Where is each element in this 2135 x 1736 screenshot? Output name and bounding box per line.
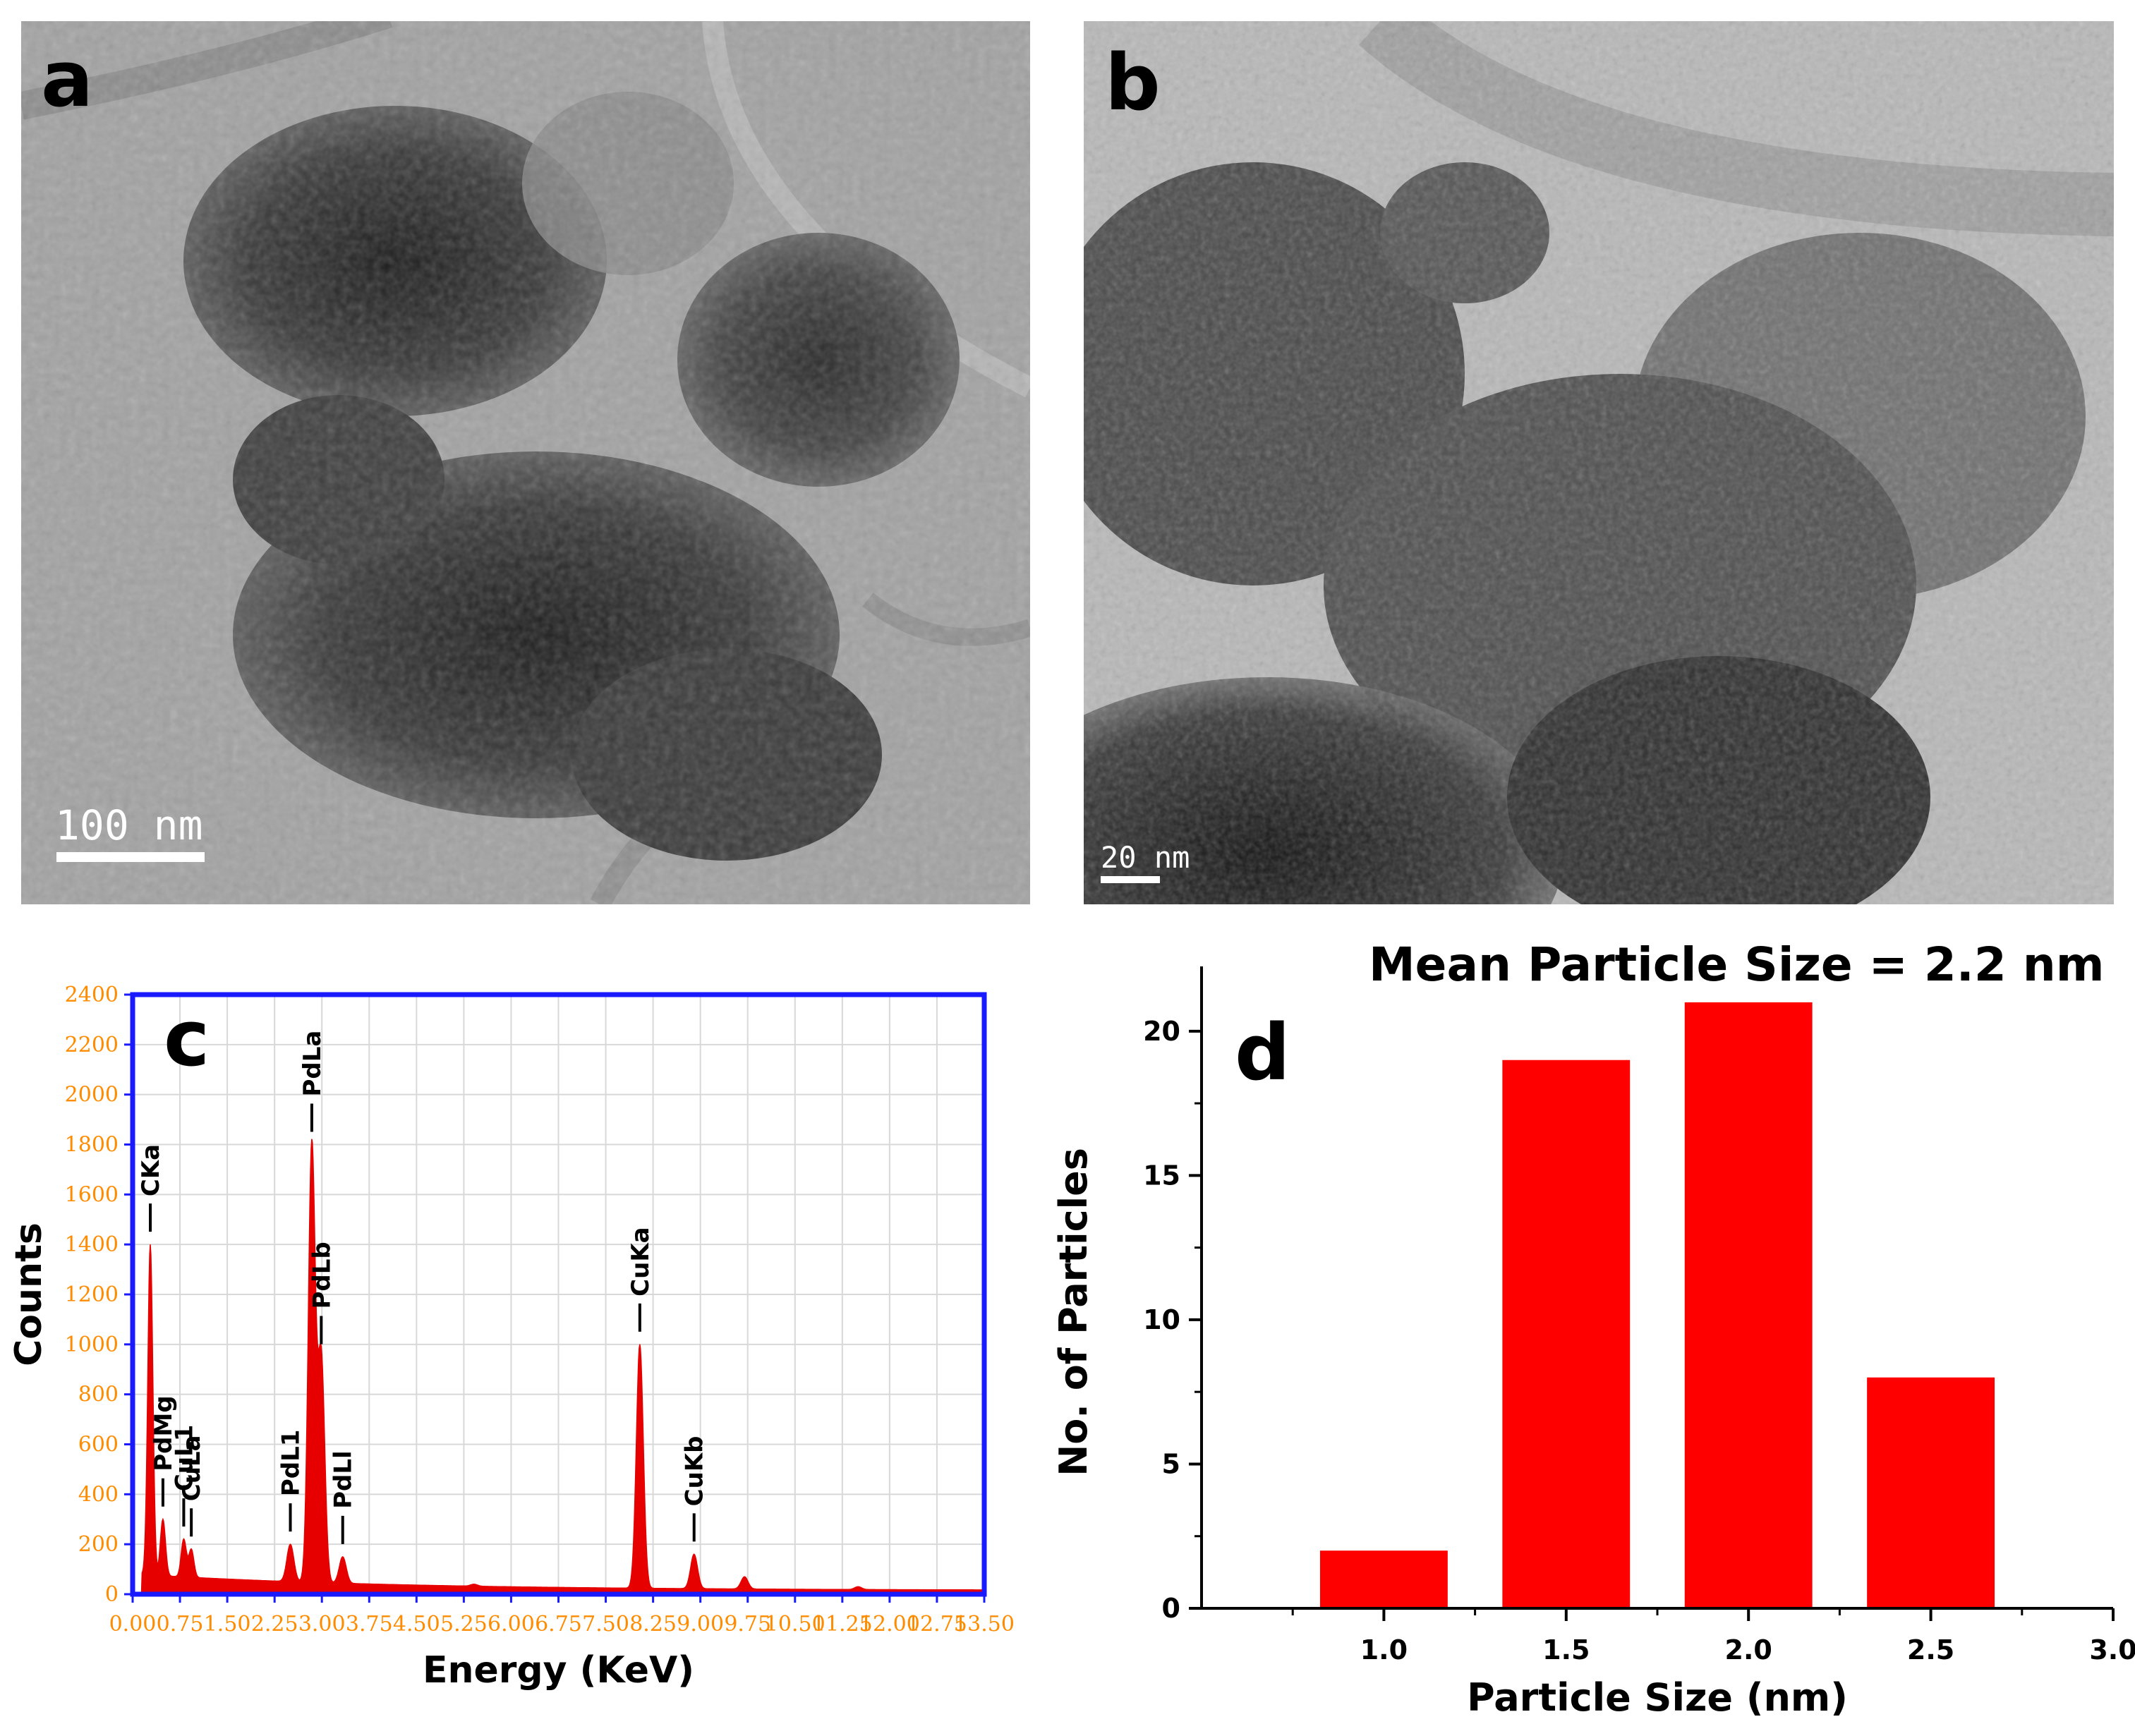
y-axis-label: No. of Particles <box>1051 1148 1096 1476</box>
peak-label: PdLa <box>298 1031 327 1097</box>
x-tick-label: 0.75 <box>157 1612 204 1637</box>
peak-label: PdMg <box>150 1395 178 1471</box>
x-tick-label: 2.25 <box>251 1612 298 1637</box>
panel-label-a: a <box>41 34 93 124</box>
histogram-bar <box>1867 1377 1995 1608</box>
y-tick-label: 1400 <box>65 1232 119 1257</box>
scale-bar-label: 100 nm <box>55 801 203 849</box>
x-tick-label: 3.0 <box>2089 1634 2135 1665</box>
y-tick-label: 2000 <box>65 1083 119 1107</box>
x-axis-label: Energy (KeV) <box>423 1649 694 1692</box>
x-tick-label: 1.50 <box>204 1612 251 1637</box>
y-tick-label: 20 <box>1143 1016 1180 1047</box>
x-tick-label: 3.75 <box>346 1612 393 1637</box>
tem-image-b: b 20 nm <box>1084 21 2114 904</box>
y-tick-label: 400 <box>78 1482 119 1507</box>
peak-label: PdLl <box>329 1450 358 1509</box>
peak-label: CuL1 <box>170 1425 198 1491</box>
x-tick-label: 4.50 <box>393 1612 440 1637</box>
y-tick-label: 2200 <box>65 1033 119 1057</box>
x-tick-label: 6.00 <box>488 1612 535 1637</box>
peak-label: CuKb <box>681 1435 709 1506</box>
peak-label: CKa <box>137 1144 165 1196</box>
eds-spectrum-panel: CKa PdMg CuL1 CuLa PdL1 PdLa PdLb PdLl CuKa CuKb … <box>0 938 1044 1736</box>
peak-label: PdL1 <box>277 1430 306 1497</box>
x-tick-label: 3.00 <box>298 1612 346 1637</box>
peak-label: CuKa <box>627 1227 655 1296</box>
x-tick-label: 1.0 <box>1360 1634 1408 1665</box>
x-tick-label: 5.25 <box>440 1612 488 1637</box>
x-tick-label: 2.5 <box>1907 1634 1954 1665</box>
y-axis-label: Counts <box>8 1222 50 1366</box>
x-tick-label: 6.75 <box>535 1612 582 1637</box>
chart-title: Mean Particle Size = 2.2 nm <box>1369 938 2105 992</box>
scale-bar-label: 20 nm <box>1101 840 1190 875</box>
y-tick-label: 1600 <box>65 1182 119 1207</box>
y-tick-label: 1800 <box>65 1133 119 1158</box>
tem-image-panel-b: b 20 nm <box>1084 21 2114 904</box>
histogram-bar <box>1319 1550 1448 1608</box>
x-tick-label: 0.00 <box>109 1612 157 1637</box>
y-tick-label: 10 <box>1143 1304 1180 1335</box>
panel-label-b: b <box>1105 37 1161 128</box>
tem-image-a: a 100 nm <box>21 21 1030 904</box>
x-tick-label: 2.0 <box>1725 1634 1772 1665</box>
y-tick-label: 800 <box>78 1383 119 1407</box>
x-tick-label: 9.75 <box>724 1612 771 1637</box>
y-tick-label: 1200 <box>65 1282 119 1307</box>
y-tick-label: 0 <box>1162 1593 1180 1624</box>
x-tick-label: 7.50 <box>582 1612 629 1637</box>
panel-label-c: c <box>164 993 210 1084</box>
x-tick-label: 9.00 <box>677 1612 724 1637</box>
scale-bar <box>56 852 205 862</box>
x-axis-label: Particle Size (nm) <box>1467 1675 1848 1720</box>
x-tick-label: 13.50 <box>954 1612 1015 1637</box>
particle-size-histogram: 1.0 1.5 2.0 2.5 3.0 0 5 10 15 20 Mean Particle S… <box>1051 938 2135 1720</box>
y-tick-label: 600 <box>78 1433 119 1457</box>
peak-label: CuLa <box>178 1435 206 1501</box>
y-tick-label: 0 <box>105 1582 119 1607</box>
histogram-bar <box>1684 1002 1813 1608</box>
histogram-bar <box>1502 1060 1631 1608</box>
y-tick-label: 5 <box>1162 1448 1180 1479</box>
x-tick-label: 12.75 <box>907 1612 967 1637</box>
y-tick-label: 15 <box>1143 1160 1180 1191</box>
scale-bar <box>1101 876 1160 883</box>
spectrum-area <box>135 1139 985 1595</box>
y-tick-label: 200 <box>78 1532 119 1557</box>
x-tick-label: 11.25 <box>812 1612 873 1637</box>
x-tick-label: 8.25 <box>629 1612 677 1637</box>
peak-label: PdLb <box>308 1242 336 1309</box>
x-tick-label: 1.5 <box>1542 1634 1590 1665</box>
y-tick-label: 2400 <box>65 983 119 1007</box>
x-tick-label: 10.50 <box>765 1612 825 1637</box>
x-tick-label: 12.00 <box>859 1612 920 1637</box>
panel-label-d: d <box>1235 1007 1290 1098</box>
y-tick-label: 1000 <box>65 1333 119 1357</box>
tem-image-panel-a: a 100 nm <box>21 21 1030 904</box>
particle-size-histogram-panel: 1.0 1.5 2.0 2.5 3.0 0 5 10 15 20 Mean Particle S… <box>1044 938 2135 1736</box>
